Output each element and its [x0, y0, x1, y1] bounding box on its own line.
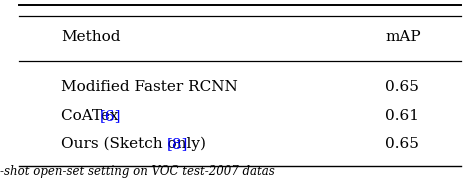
Text: [6]: [6] [100, 109, 121, 123]
Text: mAP: mAP [385, 30, 421, 44]
Text: Ours (Sketch only): Ours (Sketch only) [61, 137, 211, 151]
Text: 0.65: 0.65 [385, 137, 419, 151]
Text: -shot open-set setting on VOC test-2007 datas: -shot open-set setting on VOC test-2007 … [0, 165, 275, 178]
Text: [8]: [8] [166, 137, 188, 151]
Text: Method: Method [61, 30, 121, 44]
Text: CoATex: CoATex [61, 109, 124, 123]
Text: Modified Faster RCNN: Modified Faster RCNN [61, 80, 238, 94]
Text: 0.61: 0.61 [385, 109, 419, 123]
Text: 0.65: 0.65 [385, 80, 419, 94]
